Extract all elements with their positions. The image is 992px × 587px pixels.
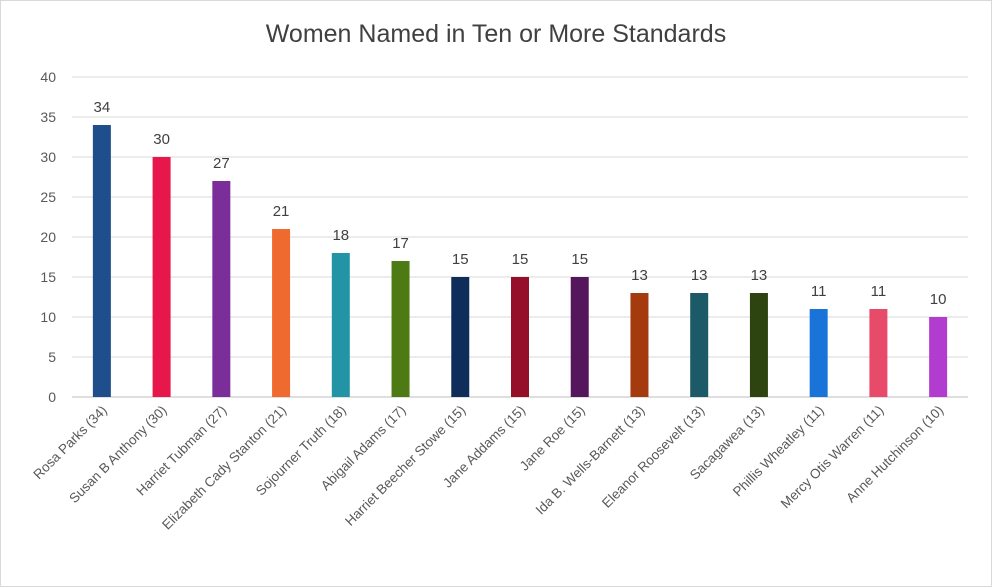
data-label: 15 [452,251,469,268]
data-label: 27 [213,155,230,172]
bar [690,293,709,397]
x-tick-label: Susan B Anthony (30) [66,403,169,506]
x-tick-label: Eleanor Roosevelt (13) [599,403,707,511]
data-label: 13 [631,267,648,284]
data-label: 34 [94,99,111,116]
y-tick-label: 0 [48,389,56,405]
data-label: 18 [332,227,349,244]
y-tick-label: 10 [40,309,56,325]
data-label: 10 [930,291,947,308]
data-label: 11 [811,283,827,300]
y-tick-label: 5 [48,349,56,365]
y-tick-label: 40 [40,69,56,85]
data-label: 21 [273,203,290,220]
x-tick-label: Mercy Otis Warren (11) [778,403,887,512]
bar [92,125,111,397]
data-label: 30 [153,131,170,148]
bar [869,309,888,397]
x-tick-label: Anne Hutchinson (10) [843,403,946,506]
y-tick-label: 15 [40,269,56,285]
data-label: 13 [751,267,768,284]
x-tick-label: Ida B. Wells-Barnett (13) [533,403,648,518]
bar [570,277,589,397]
x-tick-label: Elizabeth Cady Stanton (21) [159,403,289,533]
data-label: 15 [571,251,588,268]
x-tick-label: Harriet Beecher Stowe (15) [342,403,468,529]
y-tick-label: 35 [40,109,56,125]
bar [212,181,231,397]
bar [929,317,948,397]
bar [451,277,470,397]
y-tick-label: 20 [40,229,56,245]
bar [809,309,828,397]
data-label: 17 [392,235,409,252]
bar [391,261,410,397]
bar [630,293,649,397]
data-label: 13 [691,267,708,284]
bar [152,157,171,397]
bar [272,229,291,397]
y-tick-label: 25 [40,189,56,205]
y-tick-label: 30 [40,149,56,165]
bar [331,253,350,397]
bar [749,293,768,397]
chart-title: Women Named in Ten or More Standards [265,20,727,48]
bar [511,277,529,397]
data-label: 11 [871,283,887,300]
data-label: 15 [512,251,529,268]
